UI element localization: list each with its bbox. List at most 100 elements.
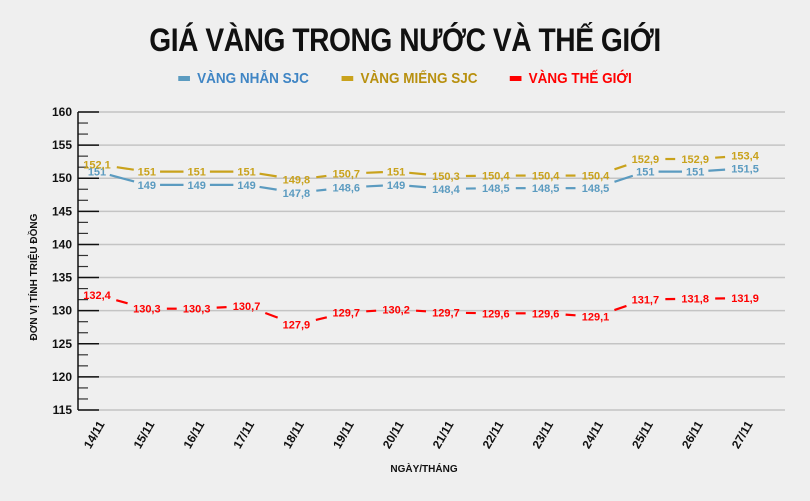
series-segment: [366, 309, 377, 313]
x-axis-title: NGÀY/THÁNG: [390, 462, 457, 475]
series-segment: [216, 305, 227, 309]
series-segment: [315, 316, 328, 321]
y-tick-label: 115: [53, 403, 73, 417]
chart-legend: VÀNG NHẪN SJC VÀNG MIẾNG SJC VÀNG THẾ GI…: [0, 70, 810, 87]
series-segment: [259, 172, 277, 178]
series-segment: [409, 184, 427, 189]
data-label: 148,5: [482, 183, 510, 195]
series-segment: [264, 311, 279, 319]
x-tick-label: 25/11: [629, 418, 656, 451]
data-label: 149,8: [283, 175, 311, 187]
data-label: 151: [188, 167, 206, 179]
legend-label: VÀNG NHẪN SJC: [197, 70, 310, 87]
legend-item-vang-mieng-sjc: VÀNG MIẾNG SJC: [341, 70, 478, 87]
data-label: 151,5: [731, 163, 759, 175]
series-segment: [614, 304, 627, 312]
data-label: 129,7: [432, 308, 460, 320]
data-label: 130,3: [183, 304, 211, 316]
data-label: 151: [237, 167, 255, 179]
x-tick-label: 15/11: [131, 418, 158, 451]
data-label: 130,2: [382, 304, 410, 316]
y-tick-label: 150: [52, 171, 72, 185]
legend-label: VÀNG MIẾNG SJC: [360, 70, 478, 87]
x-tick-label: 16/11: [180, 418, 207, 451]
data-label: 150,3: [432, 171, 460, 183]
data-label: 148,5: [582, 183, 610, 195]
x-tick-label: 21/11: [430, 418, 457, 451]
data-label: 152,9: [632, 154, 660, 166]
y-tick-label: 135: [52, 271, 72, 285]
data-label: 131,9: [731, 293, 759, 305]
legend-swatch-icon: [510, 76, 522, 81]
data-label: 129,7: [332, 308, 360, 320]
legend-swatch-icon: [178, 76, 191, 81]
data-label: 148,6: [332, 182, 360, 194]
x-tick-label: 23/11: [529, 418, 556, 451]
x-tick-label: 14/11: [81, 418, 108, 451]
data-label: 150,4: [582, 171, 610, 183]
data-label: 131,8: [681, 294, 709, 306]
series-segment: [316, 174, 327, 179]
y-tick-label: 140: [52, 237, 72, 251]
series-segment: [409, 171, 427, 176]
data-label: 153,4: [731, 151, 759, 163]
y-tick-label: 130: [52, 304, 72, 318]
data-label: 127,9: [283, 320, 311, 332]
data-label: 149: [237, 180, 255, 192]
series-segment: [366, 184, 383, 188]
y-tick-label: 155: [52, 138, 72, 152]
data-label: 152,1: [83, 159, 111, 171]
x-tick-label: 18/11: [280, 418, 307, 451]
data-label: 148,4: [432, 184, 460, 196]
data-label: 129,1: [582, 312, 610, 324]
y-axis: 115 120 125 130 135 140 145 150 155 160: [52, 105, 99, 417]
series-segment: [316, 188, 327, 192]
data-label: 131,7: [632, 294, 660, 306]
y-tick-label: 120: [52, 370, 72, 384]
data-label: 130,7: [233, 301, 261, 313]
legend-item-vang-nhan-sjc: VÀNG NHẪN SJC: [178, 70, 309, 87]
x-tick-label: 17/11: [230, 418, 257, 451]
data-label: 149: [138, 180, 156, 192]
series-segment: [565, 313, 576, 317]
x-tick-label: 27/11: [729, 418, 756, 451]
y-tick-label: 160: [52, 105, 72, 119]
gridlines: [78, 111, 785, 411]
data-label: 132,4: [83, 290, 111, 302]
x-tick-label: 24/11: [579, 418, 606, 451]
legend-label: VÀNG THẾ GIỚI: [529, 70, 633, 87]
series-segment: [259, 185, 277, 191]
series-segment: [715, 155, 726, 159]
data-label: 151: [387, 167, 405, 179]
data-label: 147,8: [283, 188, 311, 200]
data-label: 149: [188, 180, 206, 192]
x-tick-label: 20/11: [380, 418, 407, 451]
y-tick-label: 145: [52, 204, 72, 218]
y-axis-title: ĐƠN VỊ TÍNH TRIỆU ĐỒNG: [27, 213, 40, 340]
data-label: 149: [387, 180, 405, 192]
series-segment: [614, 164, 627, 171]
data-label: 151: [636, 167, 654, 179]
data-label: 151: [138, 167, 156, 179]
legend-swatch-icon: [341, 76, 354, 81]
y-tick-label: 125: [52, 337, 72, 351]
x-tick-label: 22/11: [480, 418, 507, 451]
data-label: 129,6: [482, 308, 510, 320]
data-label: 150,4: [482, 171, 510, 183]
data-label: 150,7: [332, 169, 360, 181]
data-label: 148,5: [532, 183, 560, 195]
series-segment: [116, 166, 134, 171]
data-label: 130,3: [133, 304, 161, 316]
series-segment: [109, 173, 135, 183]
data-label: 129,6: [532, 308, 560, 320]
series-segment: [366, 171, 383, 174]
x-tick-label: 26/11: [679, 418, 706, 451]
x-axis: 14/11 15/11 16/11 17/11 18/11 19/11 20/11 21/11…: [81, 418, 756, 451]
series-segment: [708, 168, 726, 172]
legend-item-vang-the-gioi: VÀNG THẾ GIỚI: [510, 70, 632, 87]
data-label: 150,4: [532, 171, 560, 183]
chart-title: GIÁ VÀNG TRONG NƯỚC VÀ THẾ GIỚI: [149, 22, 661, 58]
series-segment: [614, 174, 634, 183]
x-tick-label: 19/11: [330, 418, 357, 451]
